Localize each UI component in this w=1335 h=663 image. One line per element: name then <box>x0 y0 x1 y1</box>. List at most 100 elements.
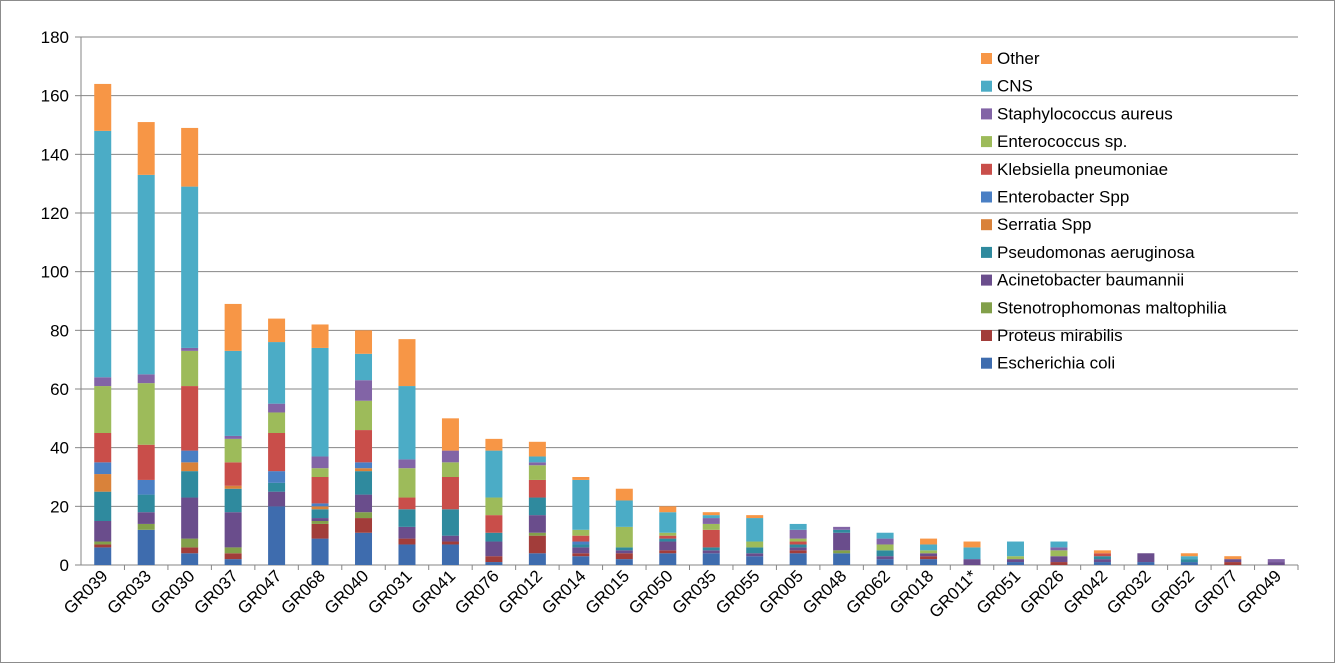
bar-segment-GR005-9 <box>789 529 807 539</box>
y-tick-label: 0 <box>60 556 69 575</box>
bar-segment-GR030-9 <box>181 347 199 351</box>
bar-segment-GR039-0 <box>94 547 112 565</box>
legend-label: Serratia Spp <box>997 215 1092 234</box>
bar-segment-GR012-4 <box>528 497 546 516</box>
bar-segment-GR047-7 <box>268 433 286 472</box>
bar-segment-GR047-11 <box>268 318 286 343</box>
bar-segment-GR035-3 <box>702 550 720 554</box>
bar-segment-GR033-4 <box>137 494 155 513</box>
y-tick-label: 160 <box>41 87 69 106</box>
x-tick-label: GR076 <box>451 566 503 618</box>
bar-segment-GR032-3 <box>1137 553 1155 563</box>
bar-segment-GR015-4 <box>615 547 633 551</box>
legend-label: Enterococcus sp. <box>997 132 1127 151</box>
bar-segment-GR033-0 <box>137 529 155 565</box>
bar-segment-GR037-1 <box>224 553 242 560</box>
x-tick-label: GR049 <box>1234 566 1286 618</box>
bar-segment-GR040-7 <box>355 430 373 463</box>
legend-swatch <box>981 219 992 231</box>
bar-segment-GR014-8 <box>572 529 590 536</box>
bar-segment-GR040-8 <box>355 400 373 431</box>
x-tick-label: GR048 <box>799 566 851 618</box>
bar-segment-GR018-1 <box>920 556 938 560</box>
bar-segment-GR040-0 <box>355 532 373 565</box>
bar-segment-GR068-3 <box>311 518 329 521</box>
bar-segment-GR026-9 <box>1050 547 1068 551</box>
bar-segment-GR031-10 <box>398 386 416 460</box>
x-tick-label: GR015 <box>582 566 634 618</box>
x-tick-label: GR030 <box>147 566 199 618</box>
legend-label: Escherichia coli <box>997 354 1115 373</box>
legend-swatch <box>981 53 992 64</box>
bar-segment-GR037-5 <box>224 485 242 489</box>
bar-segment-GR047-3 <box>268 491 286 507</box>
bar-segment-GR039-7 <box>94 433 112 463</box>
bar-segment-GR068-8 <box>311 468 329 477</box>
y-tick-label: 80 <box>50 321 69 340</box>
bar-segment-GR018-10 <box>920 544 938 551</box>
bar-segment-GR041-11 <box>441 418 459 451</box>
legend-label: Proteus mirabilis <box>997 326 1123 345</box>
bar-segment-GR040-3 <box>355 494 373 513</box>
bar-segment-GR076-4 <box>485 532 503 542</box>
x-tick-label: GR012 <box>495 566 547 618</box>
bar-segment-GR032-0 <box>1137 562 1155 565</box>
bar-segment-GR041-7 <box>441 477 459 510</box>
bar-segment-GR068-7 <box>311 477 329 504</box>
bar-segment-GR014-7 <box>572 535 590 542</box>
bar-segment-GR012-7 <box>528 479 546 498</box>
bar-segment-GR026-1 <box>1050 562 1068 565</box>
bar-segment-GR035-11 <box>702 512 720 516</box>
bar-segment-GR031-4 <box>398 509 416 527</box>
x-tick-label: GR033 <box>103 566 155 618</box>
bar-segment-GR033-7 <box>137 444 155 480</box>
bar-segment-GR042-3 <box>1093 559 1111 563</box>
bar-segment-GR068-4 <box>311 509 329 519</box>
bar-segment-GR011*-10 <box>963 547 981 560</box>
bar-segment-GR076-7 <box>485 515 503 533</box>
bar-segment-GR031-8 <box>398 468 416 498</box>
bar-segment-GR076-0 <box>485 562 503 565</box>
bar-segment-GR033-3 <box>137 512 155 524</box>
bar-segment-GR005-1 <box>789 550 807 554</box>
bar-segment-GR049-9 <box>1267 559 1285 563</box>
bar-segment-GR030-1 <box>181 547 199 554</box>
bar-segment-GR005-4 <box>789 544 807 548</box>
bar-segment-GR050-3 <box>659 541 677 551</box>
bar-segment-GR026-10 <box>1050 541 1068 548</box>
bar-segment-GR033-11 <box>137 122 155 175</box>
bar-segment-GR030-5 <box>181 462 199 472</box>
x-tick-label: GR037 <box>190 566 242 618</box>
bar-segment-GR015-3 <box>615 550 633 554</box>
bar-segment-GR041-3 <box>441 535 459 542</box>
bar-segment-GR052-11 <box>1180 553 1198 557</box>
bar-segment-GR047-0 <box>268 506 286 565</box>
bar-segment-GR051-3 <box>1006 559 1024 563</box>
bar-segment-GR062-10 <box>876 532 894 539</box>
x-tick-label: GR055 <box>712 566 764 618</box>
x-tick-label: GR032 <box>1103 566 1155 618</box>
x-tick-label: GR011* <box>926 566 982 622</box>
bar-segment-GR047-9 <box>268 403 286 413</box>
bar-segment-GR018-0 <box>920 559 938 565</box>
bar-segment-GR030-4 <box>181 471 199 498</box>
bar-segment-GR039-1 <box>94 544 112 548</box>
bar-segment-GR039-9 <box>94 377 112 387</box>
legend-label: Stenotrophomonas maltophilia <box>997 298 1227 317</box>
legend-label: CNS <box>997 77 1033 96</box>
bar-segment-GR048-0 <box>833 553 851 565</box>
bar-segment-GR037-4 <box>224 488 242 513</box>
bar-segment-GR035-8 <box>702 523 720 530</box>
bar-segment-GR042-11 <box>1093 550 1111 554</box>
y-tick-label: 40 <box>50 439 69 458</box>
bar-segment-GR042-7 <box>1093 553 1111 557</box>
bar-segment-GR068-0 <box>311 538 329 565</box>
bar-segment-GR047-10 <box>268 342 286 404</box>
bar-segment-GR039-6 <box>94 462 112 475</box>
bar-segment-GR033-10 <box>137 174 155 375</box>
bar-segment-GR015-11 <box>615 488 633 501</box>
bar-segment-GR077-3 <box>1224 559 1242 563</box>
bar-segment-GR037-8 <box>224 438 242 463</box>
bar-segment-GR005-7 <box>789 541 807 545</box>
